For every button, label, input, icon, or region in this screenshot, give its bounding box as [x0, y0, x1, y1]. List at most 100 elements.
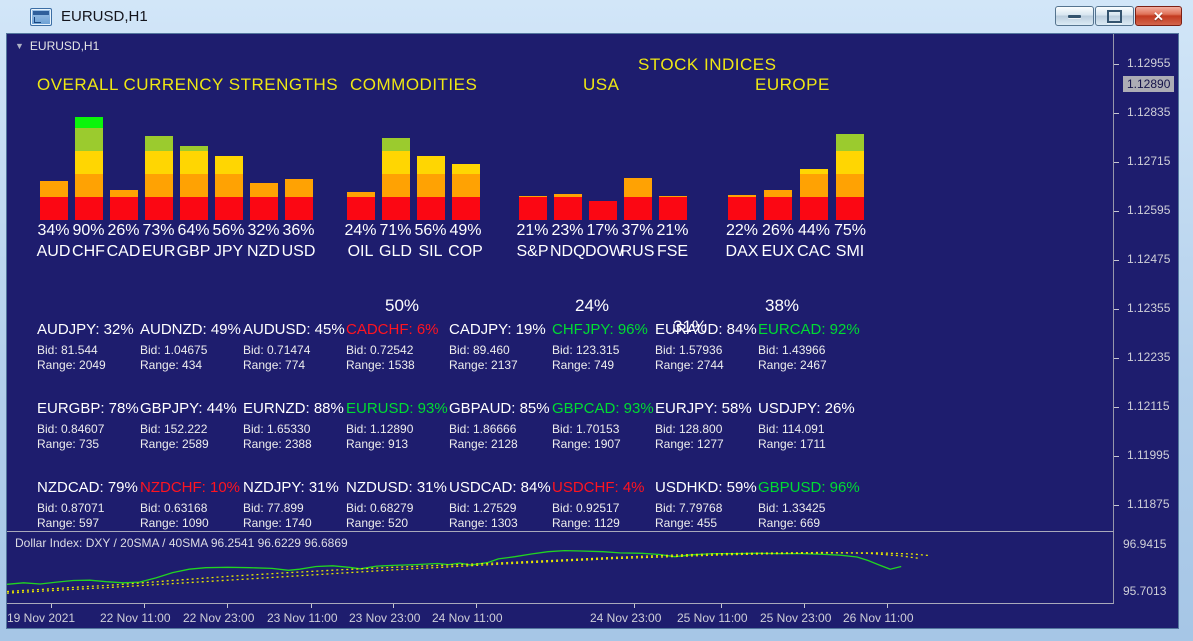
bar-category-label: EUX: [761, 243, 795, 260]
bar-value-label: 37%: [621, 222, 654, 239]
bar-segment: [451, 197, 480, 220]
pair-euraud: EURAUD: 84% Bid: 1.57936 Range: 2744: [655, 320, 758, 373]
bar-category-label: GBP: [176, 243, 211, 260]
bar-value-label: 21%: [516, 222, 549, 239]
bar-value-label: 34%: [37, 222, 70, 239]
bar-segment: [836, 133, 864, 151]
window-title: EURUSD,H1: [61, 8, 148, 25]
window-controls: ✕: [1055, 6, 1182, 26]
bar-segment: [623, 177, 652, 197]
pair-name-pct: GBPCAD: 93%: [552, 400, 654, 417]
bar-column-cad: 26% CAD: [106, 34, 141, 262]
minimize-button[interactable]: [1055, 6, 1094, 26]
strength-bar: [249, 183, 278, 220]
bar-segment: [214, 155, 243, 174]
bar-segment: [74, 116, 103, 128]
bar-column-oil: 24% OIL: [343, 34, 378, 262]
pair-name-pct: CADJPY: 19%: [449, 321, 546, 338]
bar-segment: [74, 128, 103, 151]
time-tick-mark: [721, 604, 722, 608]
bar-segment: [109, 197, 138, 220]
bar-value-label: 23%: [551, 222, 584, 239]
pair-range: Range: 1538: [346, 358, 415, 372]
bar-segment: [249, 197, 278, 220]
dollar-index-subwindow[interactable]: Dollar Index: DXY / 20SMA / 40SMA 96.254…: [6, 531, 1114, 604]
strength-bar: [214, 155, 243, 220]
pair-gbpusd: GBPUSD: 96% Bid: 1.33425 Range: 669: [758, 478, 861, 531]
pair-bid: Bid: 0.71474: [243, 343, 311, 357]
time-tick-mark: [51, 604, 52, 608]
bar-segment: [553, 193, 582, 197]
close-button[interactable]: ✕: [1135, 6, 1182, 26]
pair-bid: Bid: 1.04675: [140, 343, 208, 357]
currency-strength-bars: 34% AUD 90% CHF 26% CAD 73% EUR 64% GBP 56% JPY 32% N…: [36, 34, 316, 262]
strength-bar: [588, 200, 617, 220]
strength-bar: [451, 163, 480, 220]
chevron-down-icon[interactable]: ▼: [15, 41, 24, 51]
time-axis[interactable]: 19 Nov 2021 22 Nov 11:00 22 Nov 23:00 23 No…: [6, 604, 1180, 629]
bar-segment: [451, 174, 480, 197]
pair-range: Range: 669: [758, 516, 821, 530]
bar-value-label: 17%: [586, 222, 619, 239]
bar-segment: [518, 195, 547, 197]
time-axis-label: 25 Nov 23:00: [760, 611, 832, 625]
bar-track: [832, 34, 868, 220]
bar-segment: [764, 197, 792, 220]
pair-range: Range: 1740: [243, 516, 312, 530]
bar-column-jpy: 56% JPY: [211, 34, 246, 262]
time-axis-label: 19 Nov 2021: [7, 611, 76, 625]
pair-bid: Bid: 0.87071: [37, 501, 105, 515]
bar-category-label: GLD: [379, 243, 412, 260]
restore-button[interactable]: [1095, 6, 1134, 26]
chart-window-icon[interactable]: [30, 7, 52, 26]
price-tick-label: 1.12475: [1127, 252, 1171, 266]
main-chart-canvas[interactable]: ▼ EURUSD,H1 OVERALL CURRENCY STRENGTHS C…: [7, 34, 1114, 531]
bar-track: [655, 34, 690, 220]
pair-bid: Bid: 0.84607: [37, 422, 105, 436]
pair-bid: Bid: 7.79768: [655, 501, 723, 515]
bar-value-label: 26%: [107, 222, 140, 239]
pair-eurcad: EURCAD: 92% Bid: 1.43966 Range: 2467: [758, 320, 861, 373]
pair-audnzd: AUDNZD: 49% Bid: 1.04675 Range: 434: [140, 320, 243, 373]
bar-segment: [658, 195, 687, 197]
bar-track: [760, 34, 796, 220]
bar-segment: [144, 197, 173, 220]
pair-name-pct: USDHKD: 59%: [655, 479, 757, 496]
pair-name-pct: NZDCHF: 10%: [140, 479, 241, 496]
bar-track: [515, 34, 550, 220]
bar-value-label: 22%: [725, 222, 759, 239]
window-titlebar[interactable]: EURUSD,H1 ✕: [0, 0, 1193, 33]
bar-value-label: 75%: [833, 222, 867, 239]
bar-column-eux: 26% EUX: [760, 34, 796, 262]
pair-bid: Bid: 1.43966: [758, 343, 826, 357]
bar-track: [413, 34, 448, 220]
bar-track: [585, 34, 620, 220]
price-axis[interactable]: 1.12890 96.9415 95.7013 1.12955 1.12835 1.…: [1114, 34, 1180, 604]
pair-range: Range: 1129: [552, 516, 620, 530]
bar-segment: [74, 174, 103, 197]
bar-segment: [74, 151, 103, 174]
pair-usdcad: USDCAD: 84% Bid: 1.27529 Range: 1303: [449, 478, 552, 531]
bar-segment: [214, 197, 243, 220]
section-title-stock-indices: STOCK INDICES: [638, 55, 777, 74]
pair-name-pct: USDJPY: 26%: [758, 400, 855, 417]
bar-track: [343, 34, 378, 220]
minimize-icon: [1068, 14, 1081, 18]
pair-range: Range: 2589: [140, 437, 209, 451]
pair-name-pct: EURUSD: 93%: [346, 400, 448, 417]
bar-value-label: 90%: [72, 222, 105, 239]
time-tick-mark: [887, 604, 888, 608]
bar-category-label: EUR: [141, 243, 176, 260]
chart-symbol-label[interactable]: ▼ EURUSD,H1: [15, 39, 99, 53]
bar-segment: [728, 194, 756, 197]
bar-segment: [623, 197, 652, 220]
commodities-summary-pct: 50%: [385, 296, 420, 315]
strength-bar: [74, 116, 103, 220]
price-tick-label: 1.12835: [1127, 105, 1171, 119]
bar-column-usd: 36% USD: [281, 34, 316, 262]
pair-range: Range: 2137: [449, 358, 518, 372]
pairs-row: AUDJPY: 32% Bid: 81.544 Range: 2049 AUDNZD:…: [37, 320, 861, 373]
pair-name-pct: AUDNZD: 49%: [140, 321, 241, 338]
strength-bar: [764, 190, 792, 220]
